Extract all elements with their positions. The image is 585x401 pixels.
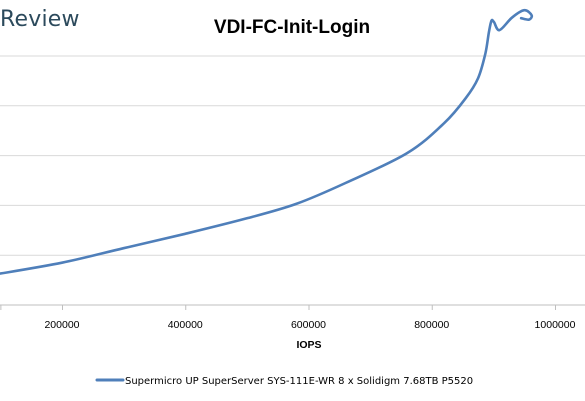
x-axis-title: IOPS [296, 339, 321, 351]
x-tick-labels: 200000 400000 600000 800000 1000000 [44, 319, 575, 331]
legend-label: Supermicro UP SuperServer SYS-111E-WR 8 … [125, 376, 473, 387]
series-line [0, 8, 534, 275]
legend: Supermicro UP SuperServer SYS-111E-WR 8 … [95, 376, 473, 387]
gridlines [0, 55, 585, 256]
brand-logo-text: Review [0, 7, 80, 32]
x-axis [0, 304, 585, 310]
x-tick-label: 600000 [291, 319, 326, 331]
chart-title: VDI-FC-Init-Login [214, 17, 370, 38]
x-tick-label: 200000 [44, 319, 79, 331]
x-tick-label: 400000 [168, 319, 203, 331]
series-layer [0, 8, 534, 275]
x-tick-label: 800000 [414, 319, 449, 331]
x-tick-label: 1000000 [535, 319, 576, 331]
